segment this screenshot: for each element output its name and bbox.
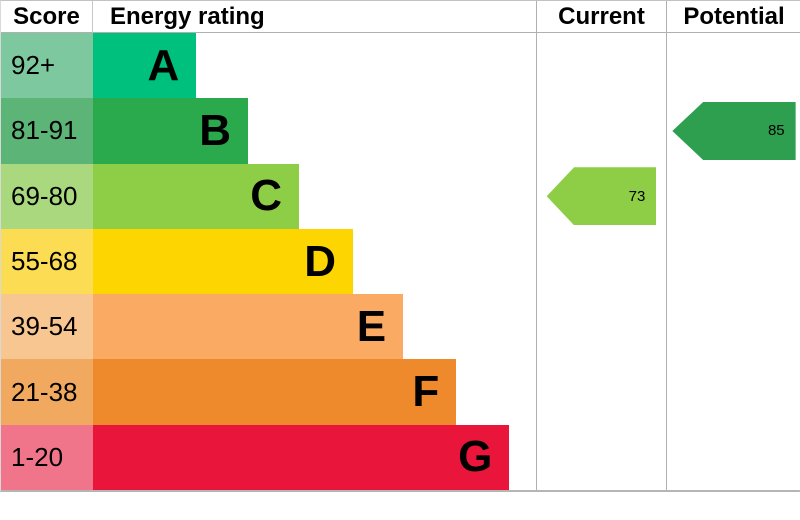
current-cell bbox=[536, 228, 666, 295]
score-range-g: 1-20 bbox=[1, 424, 93, 491]
band-bar-e: E bbox=[93, 294, 404, 360]
potential-cell bbox=[666, 163, 800, 229]
potential-cell bbox=[666, 228, 800, 295]
potential-rating-arrow: 85 bbox=[672, 101, 796, 160]
current-rating-arrow: 73 bbox=[546, 167, 657, 226]
epc-table: Score Energy rating Current Potential 92… bbox=[0, 0, 800, 493]
score-range-c: 69-80 bbox=[1, 163, 93, 229]
current-cell bbox=[536, 294, 666, 360]
score-range-f: 21-38 bbox=[1, 359, 93, 425]
score-range-a: 92+ bbox=[1, 33, 93, 99]
potential-cell bbox=[666, 424, 800, 491]
band-bar-d: D bbox=[93, 228, 354, 295]
score-column-header: Score bbox=[1, 1, 93, 33]
band-bar-cell: A bbox=[93, 33, 536, 99]
current-cell bbox=[536, 359, 666, 425]
current-cell: 73 bbox=[536, 163, 666, 229]
band-bar-cell: F bbox=[93, 359, 536, 425]
potential-cell bbox=[666, 33, 800, 99]
band-bar-cell: C bbox=[93, 163, 536, 229]
band-bar-cell: D bbox=[93, 228, 536, 295]
band-bar-c: C bbox=[93, 163, 299, 229]
current-cell bbox=[536, 98, 666, 164]
potential-cell bbox=[666, 294, 800, 360]
score-range-d: 55-68 bbox=[1, 228, 93, 295]
current-cell bbox=[536, 33, 666, 99]
band-bar-a: A bbox=[93, 33, 197, 99]
current-cell bbox=[536, 424, 666, 491]
band-bar-cell: G bbox=[93, 424, 536, 491]
score-range-e: 39-54 bbox=[1, 294, 93, 360]
band-bar-b: B bbox=[93, 98, 249, 164]
potential-cell bbox=[666, 359, 800, 425]
potential-column-header: Potential bbox=[666, 1, 800, 33]
current-column-header: Current bbox=[536, 1, 666, 33]
potential-cell: 85 bbox=[666, 98, 800, 164]
score-range-b: 81-91 bbox=[1, 98, 93, 164]
band-bar-cell: B bbox=[93, 98, 536, 164]
energy-rating-column-header: Energy rating bbox=[93, 1, 536, 33]
band-bar-cell: E bbox=[93, 294, 536, 360]
band-bar-g: G bbox=[93, 424, 510, 491]
band-bar-f: F bbox=[93, 359, 457, 425]
